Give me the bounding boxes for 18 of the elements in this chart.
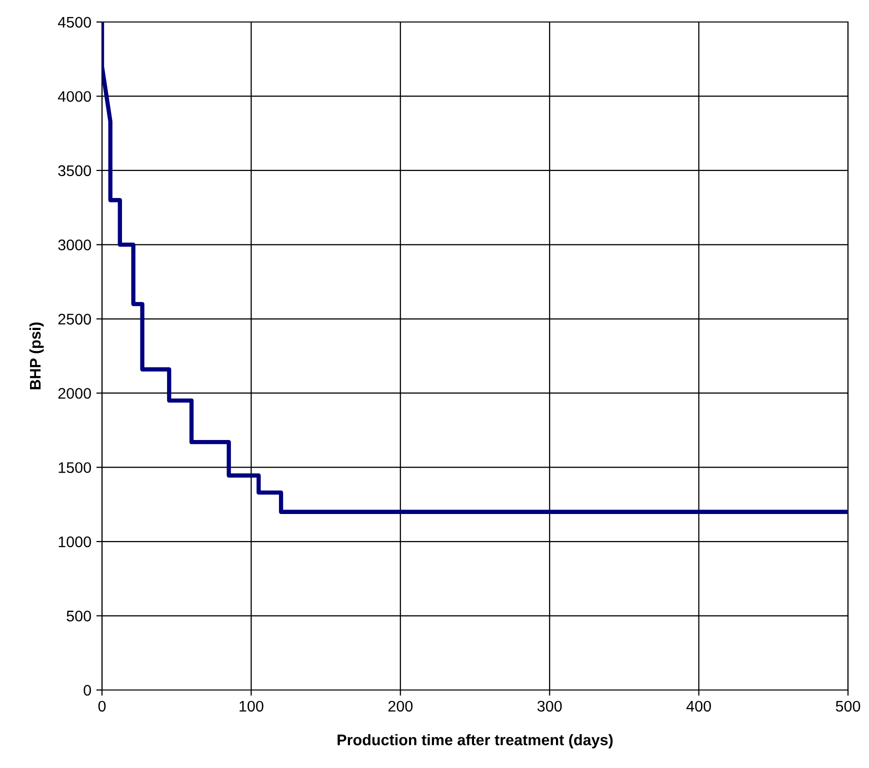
x-tick-label: 300 <box>537 700 562 712</box>
y-tick-label: 1000 <box>58 536 91 548</box>
y-tick-label: 500 <box>66 610 91 622</box>
x-tick-label: 200 <box>388 700 413 712</box>
y-tick-label: 4500 <box>58 16 91 28</box>
y-tick-label: 2000 <box>58 388 91 399</box>
x-tick-label: 400 <box>686 700 711 712</box>
y-tick-label: 2500 <box>58 314 91 325</box>
x-axis-title: Production time after treatment (days) <box>338 734 613 748</box>
y-tick-label: 1500 <box>58 462 91 474</box>
y-tick-label: 0 <box>84 684 91 696</box>
y-tick-label: 3000 <box>58 240 91 250</box>
x-tick-label: 100 <box>240 700 264 712</box>
y-axis-title: BHP (psi) <box>29 322 44 390</box>
x-tick-label: 0 <box>98 700 106 712</box>
y-tick-label: 4000 <box>58 91 91 102</box>
y-tick-label: 3500 <box>58 165 91 176</box>
x-tick-label: 500 <box>836 700 860 712</box>
